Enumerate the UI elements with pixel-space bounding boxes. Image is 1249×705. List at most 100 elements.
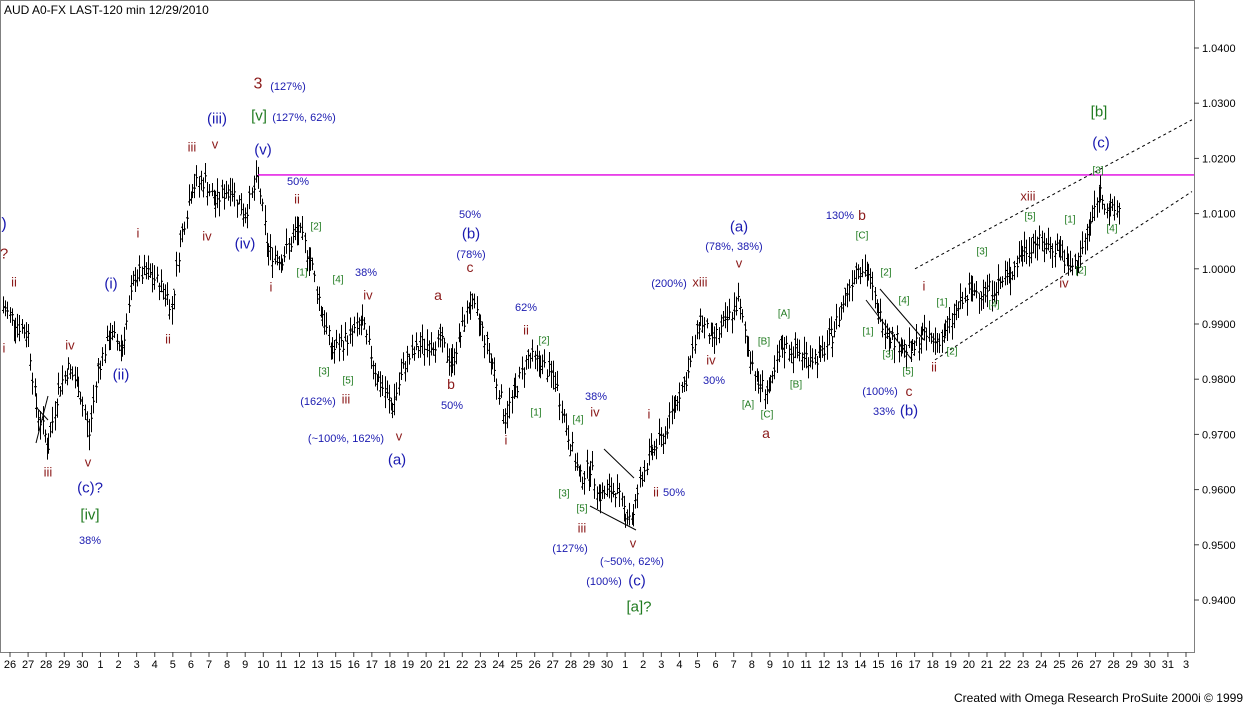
wave-label: (iv) <box>235 235 256 252</box>
price-bar <box>321 306 324 327</box>
price-bar <box>283 246 286 263</box>
price-bar <box>766 380 769 405</box>
price-bar <box>44 429 47 443</box>
price-bar <box>565 413 568 436</box>
x-tick-label: 8 <box>749 659 755 671</box>
price-bar <box>726 306 729 333</box>
price-bar <box>803 336 806 368</box>
price-bar <box>214 190 217 218</box>
price-bar <box>136 269 139 287</box>
x-tick-label: 7 <box>206 659 212 671</box>
price-bar <box>586 449 589 479</box>
price-bar <box>823 341 826 362</box>
wave-label: v <box>396 429 403 444</box>
price-bar <box>724 302 727 329</box>
price-bar <box>181 223 184 243</box>
wave-label: i <box>3 341 6 356</box>
wave-label: iv <box>65 338 75 353</box>
wave-label: iii <box>578 521 587 536</box>
price-bar <box>59 385 62 397</box>
price-bar <box>999 276 1002 290</box>
price-bar <box>6 301 9 319</box>
wave-label: [1] <box>296 268 307 279</box>
price-bar <box>264 205 267 236</box>
price-bar <box>92 384 95 414</box>
price-bar <box>221 179 224 199</box>
price-bar <box>971 275 974 302</box>
price-bar <box>921 322 924 336</box>
wedge-line <box>35 406 49 421</box>
price-bar <box>271 247 274 278</box>
price-bar <box>790 341 793 364</box>
price-bar <box>874 287 877 309</box>
wave-label: a <box>762 425 770 441</box>
wave-label: [3] <box>882 350 893 361</box>
price-bar <box>1043 232 1046 263</box>
price-bar <box>1077 252 1080 273</box>
wave-label: 50% <box>441 400 463 412</box>
price-bar <box>306 250 309 272</box>
price-bar <box>888 327 891 354</box>
price-bar <box>116 333 119 351</box>
price-bar <box>1099 174 1102 202</box>
price-bar <box>676 396 679 411</box>
wave-label: [2] <box>880 268 891 279</box>
y-tick-label: 1.0000 <box>1202 264 1236 276</box>
x-tick-label: 3 <box>658 659 664 671</box>
price-bar <box>776 344 779 373</box>
price-bar <box>344 322 347 342</box>
price-bar <box>757 371 760 394</box>
price-bar <box>608 473 611 499</box>
price-bar <box>1009 266 1012 296</box>
wave-label: [b] <box>1091 103 1108 120</box>
price-bar <box>162 283 165 300</box>
wave-label: [5] <box>576 504 587 515</box>
price-bar <box>206 181 209 206</box>
price-bar <box>16 313 19 338</box>
price-bar <box>1089 211 1092 236</box>
price-bar <box>908 327 911 349</box>
wave-label: (a) <box>730 218 748 235</box>
price-bar <box>21 319 24 334</box>
price-bar <box>128 295 131 314</box>
price-bar <box>183 221 186 235</box>
price-bar <box>666 417 669 439</box>
price-bar <box>653 440 656 456</box>
price-bar <box>370 345 373 369</box>
price-bar <box>323 310 326 335</box>
price-bar <box>267 243 270 266</box>
wave-label: (100%) <box>862 386 897 398</box>
price-bar <box>113 321 116 339</box>
price-bar <box>471 293 474 310</box>
wave-label: (i) <box>104 275 117 292</box>
wave-label: 50% <box>287 176 309 188</box>
price-bar <box>1011 271 1014 281</box>
price-bar <box>826 330 829 360</box>
wave-label: (200%) <box>651 278 686 290</box>
wave-label: 38% <box>585 391 607 403</box>
price-bar <box>571 431 574 452</box>
x-tick-label: 27 <box>1089 659 1101 671</box>
wave-label: (c)? <box>77 479 103 496</box>
price-bar <box>1030 237 1033 264</box>
x-tick-label: 3 <box>1183 659 1189 671</box>
wave-label: i <box>923 279 926 294</box>
price-bar <box>749 351 752 375</box>
price-bar <box>959 283 962 310</box>
wave-label: c <box>906 383 913 399</box>
price-bar <box>294 216 297 241</box>
price-bar <box>567 425 570 450</box>
x-tick-label: 30 <box>76 659 88 671</box>
price-bar <box>255 160 258 183</box>
price-bar <box>123 326 126 355</box>
price-bar <box>461 306 464 327</box>
price-bar <box>975 281 978 299</box>
price-bar <box>1018 241 1021 264</box>
wave-label: xiii <box>692 275 707 290</box>
price-bar <box>1032 233 1035 254</box>
price-bar <box>805 341 808 369</box>
price-bar <box>1047 227 1050 251</box>
price-bar <box>764 389 767 410</box>
price-bar <box>514 373 517 398</box>
price-bar <box>844 287 847 307</box>
